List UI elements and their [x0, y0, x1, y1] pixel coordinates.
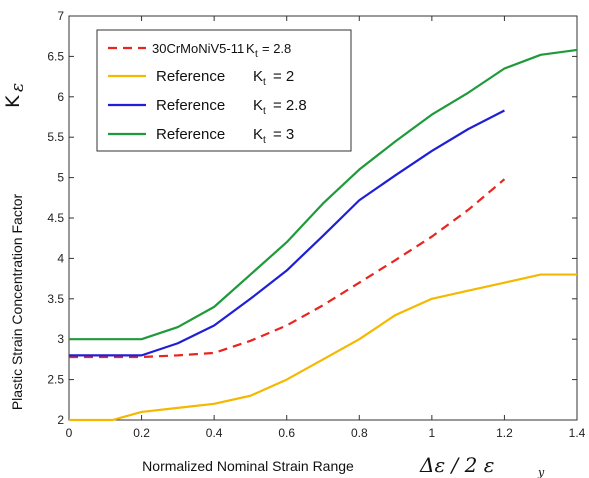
axis-ticks: 0 0.2 0.4 0.6 0.8 1 1.2 1.4 2 2.5 3 3.5 4 4.5 5 5.5 6 6.5… — [47, 9, 585, 440]
y-axis-label: Plastic Strain Concentration Factor — [9, 194, 25, 411]
x-tick-label: 0.2 — [133, 426, 150, 440]
legend-kt-sub-1: t — [263, 77, 266, 88]
x-tick-label: 1.2 — [496, 426, 513, 440]
y-tick-label: 5.5 — [47, 130, 64, 144]
legend-kt-1: K — [253, 68, 263, 85]
x-tick-label: 1 — [429, 426, 436, 440]
legend-label-3: Reference — [156, 126, 225, 143]
series-line-3 — [69, 48, 578, 341]
series-line-2 — [69, 109, 505, 357]
y-tick-label: 6.5 — [47, 49, 64, 63]
series-line-0 — [69, 178, 506, 359]
y-tick-label: 2 — [57, 413, 64, 427]
y-axis-symbol: K ε — [2, 83, 28, 108]
y-tick-label: 4.5 — [47, 211, 64, 225]
legend-kt-sub-3: t — [263, 135, 266, 146]
legend-kt-sub-2: t — [263, 106, 266, 117]
y-tick-label: 3 — [57, 332, 64, 346]
x-tick-label: 0.4 — [206, 426, 223, 440]
series-line-1 — [69, 273, 577, 422]
legend-kt-value-0: = 2.8 — [262, 41, 291, 56]
legend-kt-0: K — [246, 41, 255, 56]
y-tick-label: 5 — [57, 171, 64, 185]
y-tick-label: 3.5 — [47, 292, 64, 306]
legend-kt-3: K — [253, 126, 263, 143]
legend-box — [96, 29, 352, 152]
y-tick-label: 4 — [57, 251, 64, 265]
x-axis-symbol-sub: y — [537, 466, 545, 478]
legend-label-1: Reference — [156, 68, 225, 85]
x-tick-label: 1.4 — [569, 426, 586, 440]
y-axis-symbol-epsilon: ε — [8, 83, 28, 92]
x-tick-label: 0 — [66, 426, 73, 440]
y-axis-symbol-k: K — [2, 95, 24, 108]
y-tick-label: 2.5 — [47, 373, 64, 387]
x-tick-label: 0.6 — [278, 426, 295, 440]
legend-kt-sub-0: t — [255, 49, 258, 60]
y-tick-label: 6 — [57, 90, 64, 104]
legend-label-2: Reference — [156, 97, 225, 114]
x-tick-label: 0.8 — [351, 426, 368, 440]
legend-kt-value-3: = 3 — [273, 126, 294, 143]
legend-kt-value-2: = 2.8 — [273, 97, 307, 114]
legend-kt-2: K — [253, 97, 263, 114]
legend-label-0: 30CrMoNiV5-11 — [152, 41, 244, 56]
y-tick-label: 7 — [57, 9, 64, 23]
legend-kt-value-1: = 2 — [273, 68, 294, 85]
x-axis-symbol: Δε / 2 ε — [419, 453, 494, 477]
series-layer — [69, 48, 578, 422]
x-axis-label: Normalized Nominal Strain Range — [142, 458, 354, 474]
